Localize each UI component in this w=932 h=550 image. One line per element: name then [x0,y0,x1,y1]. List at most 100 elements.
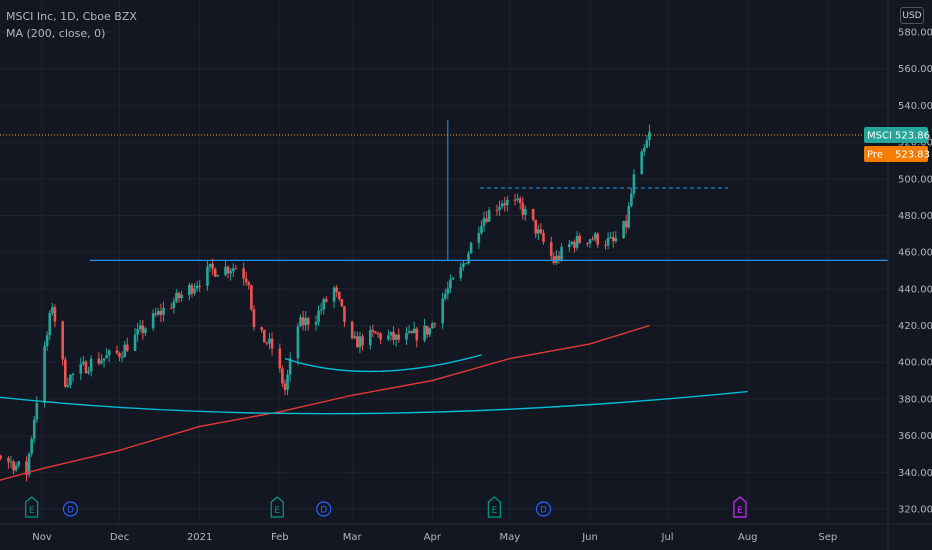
candle-body [306,318,310,325]
candle [304,311,307,332]
candle [82,356,85,366]
candle [260,326,264,333]
candle [630,187,633,208]
candle-body [443,293,447,299]
candle [195,281,199,292]
candle [322,297,326,315]
candle [14,462,18,472]
candle [539,223,543,235]
candle-body [412,328,416,333]
candle [337,291,341,302]
candle [198,280,201,292]
candle-body [190,285,194,294]
candle [61,320,64,366]
candle [270,332,274,356]
candle-body [25,461,28,475]
candle-body [144,328,147,334]
candle-body [162,308,165,315]
candle [524,205,527,221]
candle [648,124,651,147]
drawing-overlay [0,120,888,415]
candle-body [141,325,145,334]
candle-body [624,221,628,228]
candle [379,331,382,345]
candle-body [428,328,432,335]
candle [394,333,398,347]
candle-body [286,374,289,390]
candle-body [314,322,318,325]
candle [172,297,176,314]
candle-body [87,371,90,374]
y-tick-label: 320.00 [898,505,932,516]
candle-body [459,267,463,278]
candle [578,232,581,244]
x-tick-label: Aug [738,532,758,543]
last-price-tag-value: 523.86 [895,131,930,142]
ma-legend[interactable]: MA (200, close, 0) [6,27,106,40]
x-tick-label: Nov [32,532,52,543]
candle-body [102,358,106,361]
candle [27,452,31,478]
y-tick-label: 400.00 [898,358,932,369]
candle-body [374,331,377,334]
candle [118,351,121,362]
symbol-legend[interactable]: MSCI Inc, 1D, Cboe BZX [6,10,137,23]
candle-body [193,288,196,294]
candle-body [14,465,18,471]
candle [368,326,372,350]
candle [570,240,574,246]
candle [609,231,612,239]
candle-body [169,308,173,310]
candle [537,224,540,240]
candle [43,341,46,408]
candle-body [630,193,633,207]
candle-body [431,323,434,329]
candle [97,352,101,366]
candle-body [356,336,359,348]
candle [244,271,248,286]
candle-body [198,285,201,287]
candle [480,220,483,236]
candle [443,288,447,302]
candle [51,302,54,316]
candle-body [154,313,158,315]
candle [495,204,499,216]
candle-body [120,357,124,359]
candle-body [208,263,212,267]
candle [144,326,147,337]
candle [319,302,323,315]
candle [397,328,401,343]
candle-body [69,374,72,385]
currency-button[interactable]: USD [900,7,924,24]
candle-body [48,312,52,336]
candle [389,331,393,341]
candle [645,135,649,149]
earnings-marker: E [487,496,501,518]
candle-body [578,235,581,243]
candle-body [263,329,266,343]
candle-body [281,368,284,384]
candle-body [596,233,600,245]
candle-body [353,336,357,339]
candle-body [278,348,282,369]
candle-body [555,255,558,264]
candle [505,196,509,212]
candle [467,250,470,265]
candle-body [371,330,375,332]
candle [387,329,390,342]
candle [32,415,36,444]
candle [428,327,432,338]
candle-body [591,239,594,241]
candle-body [573,241,576,248]
candle [123,341,127,358]
candle [12,459,15,475]
candle [350,320,354,340]
candle-body [480,225,483,233]
candle [425,325,429,339]
ma-200-series [0,324,650,481]
y-tick-label: 520.00 [898,138,932,149]
candle [283,379,287,396]
candle-body [606,238,610,246]
